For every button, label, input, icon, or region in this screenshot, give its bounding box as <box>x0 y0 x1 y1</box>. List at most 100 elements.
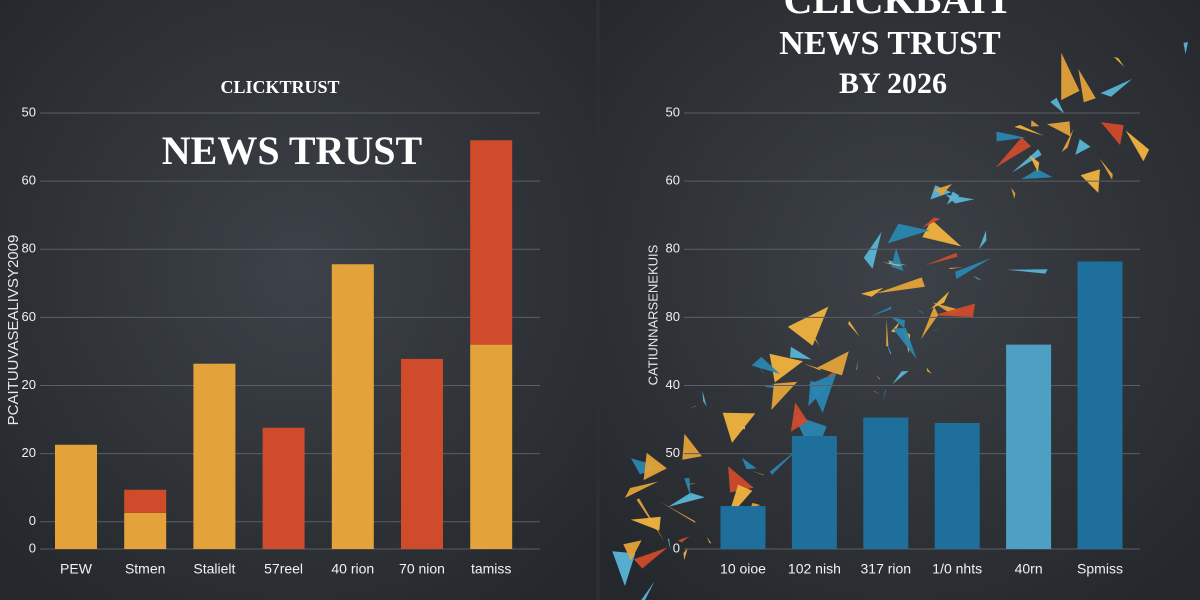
shard <box>1050 97 1065 114</box>
bar <box>55 444 97 549</box>
shard <box>1061 129 1074 152</box>
shard <box>1100 120 1124 136</box>
shard <box>869 306 892 317</box>
shard <box>1046 121 1071 137</box>
bar <box>720 506 766 549</box>
shard <box>933 303 975 318</box>
shard <box>684 478 691 497</box>
shard <box>915 308 926 316</box>
y-tick-label: 50 <box>666 104 680 119</box>
shard <box>921 217 941 229</box>
shard <box>707 536 712 544</box>
y-tick-label: 60 <box>22 309 36 324</box>
shard <box>892 371 909 385</box>
shard <box>722 412 756 443</box>
chart-subtitle: NEWS TRUST <box>162 128 423 173</box>
y-tick-label: 50 <box>22 104 36 119</box>
shard <box>926 367 932 374</box>
bar <box>791 435 837 549</box>
y-tick-label: 60 <box>666 173 680 188</box>
bar <box>863 417 909 549</box>
y-axis-label: CATIUNNARSENEKUIS <box>645 244 660 385</box>
shard <box>1078 69 1096 103</box>
shard <box>891 316 905 329</box>
shard <box>927 329 940 333</box>
x-tick-label: 57reel <box>264 561 303 577</box>
shard <box>702 390 707 407</box>
shard <box>1125 130 1150 162</box>
bar <box>124 512 167 549</box>
shard <box>624 552 628 563</box>
chart-title: CLICKBAIT <box>784 0 1013 22</box>
x-tick-label: PEW <box>60 561 93 577</box>
shard <box>728 466 754 493</box>
shard <box>1012 149 1042 173</box>
shard <box>1014 125 1044 136</box>
shard <box>996 131 1026 142</box>
shard <box>677 536 690 543</box>
y-tick-label: 80 <box>22 241 36 256</box>
shard <box>955 258 991 280</box>
y-tick-label: 0 <box>29 540 36 555</box>
shard <box>972 275 982 280</box>
bar <box>124 489 167 513</box>
x-tick-label: 70 nion <box>399 561 445 577</box>
y-tick-label: 40 <box>666 377 680 392</box>
shard <box>686 483 697 485</box>
shard <box>945 194 975 204</box>
shard <box>1100 122 1124 146</box>
shard <box>995 137 1031 168</box>
y-tick-label: 20 <box>22 377 36 392</box>
bar <box>331 264 374 549</box>
y-axis-label: PCAITUUVASEALIVSY2009 <box>5 235 22 426</box>
y-tick-label: 80 <box>666 241 680 256</box>
shard <box>874 313 881 316</box>
x-tick-label: 40 rion <box>331 561 374 577</box>
shard <box>1029 155 1040 172</box>
shard <box>1075 139 1091 155</box>
shard <box>942 244 945 249</box>
shard <box>612 551 636 587</box>
shard <box>1099 158 1113 180</box>
bar <box>1077 261 1123 549</box>
shard <box>920 306 939 340</box>
x-tick-label: Stalielt <box>193 561 235 577</box>
shard <box>1183 42 1188 55</box>
shard <box>1100 79 1133 97</box>
shard <box>882 388 886 402</box>
shard <box>875 375 881 380</box>
x-tick-label: tamiss <box>471 561 511 577</box>
shard <box>860 287 884 297</box>
shard <box>885 341 892 355</box>
bar <box>934 422 980 549</box>
bar <box>262 427 305 549</box>
shard <box>667 492 705 507</box>
shard <box>892 328 917 360</box>
shard <box>930 291 950 309</box>
shard <box>848 320 860 337</box>
shard <box>1006 269 1048 274</box>
x-tick-label: 317 rion <box>861 561 912 577</box>
shard <box>808 372 837 413</box>
shards <box>612 42 1188 600</box>
bar <box>1006 344 1052 549</box>
bar <box>470 140 513 345</box>
shard <box>891 321 900 333</box>
shard <box>863 231 882 269</box>
shard <box>660 501 696 523</box>
shard <box>813 337 820 346</box>
shard <box>887 223 930 244</box>
x-tick-label: 40rn <box>1015 561 1043 577</box>
shard <box>790 346 812 360</box>
shard <box>925 252 958 266</box>
shard <box>623 540 642 561</box>
shard <box>886 318 889 347</box>
chart-title: CLICKTRUST <box>220 77 339 97</box>
shard <box>751 470 765 476</box>
shard <box>630 516 661 531</box>
shard <box>978 230 987 250</box>
shard <box>769 353 803 383</box>
shard <box>667 538 671 551</box>
